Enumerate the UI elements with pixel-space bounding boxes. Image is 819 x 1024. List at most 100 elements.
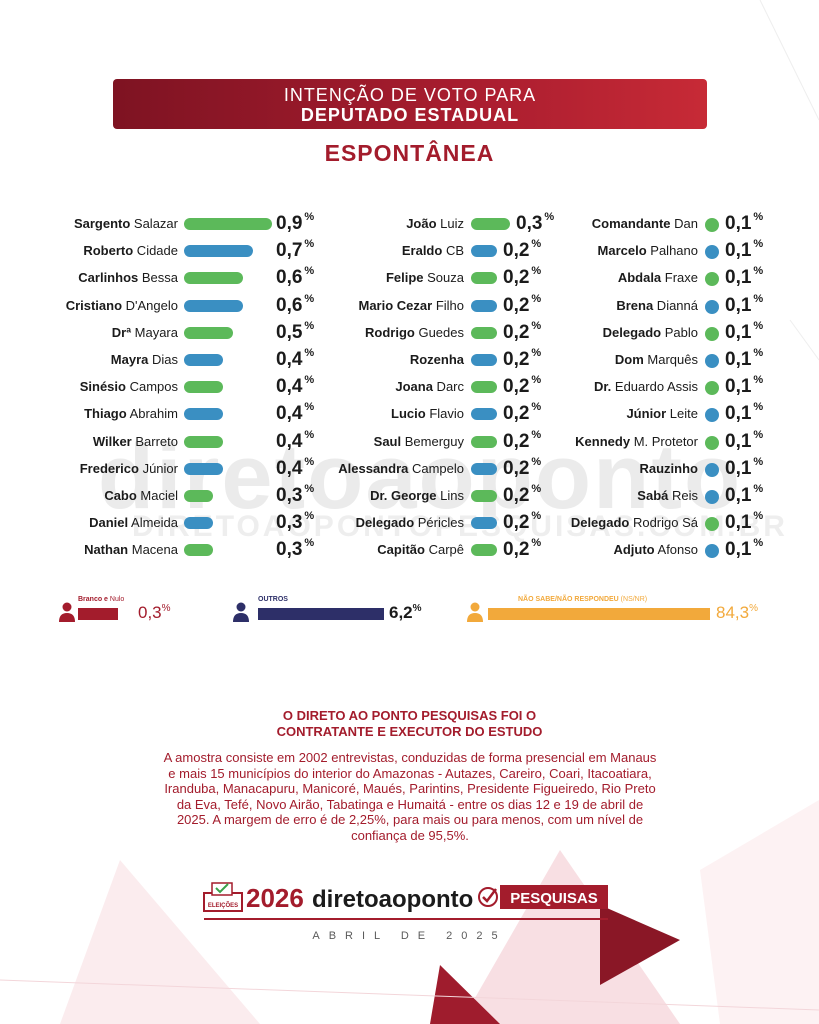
candidate-name: Delegado Pablo <box>602 324 698 340</box>
summary-label: Branco e Nulo <box>78 596 125 603</box>
bar <box>184 381 224 394</box>
bar <box>184 299 243 312</box>
candidate-name: Roberto Cidade <box>83 243 178 259</box>
chart-row: Abdala Fraxe 0,1% <box>0 265 819 288</box>
chart-row: Júnior Leite 0,1% <box>0 401 819 425</box>
chart-row: Lucio Flavio 0,2% <box>0 401 819 425</box>
bar <box>184 272 243 285</box>
bar <box>471 218 510 230</box>
summary-bar <box>488 608 710 620</box>
chart-row: Saul Bemerguy 0,2% <box>0 429 819 452</box>
bar <box>471 354 497 366</box>
bar-dot <box>705 272 719 287</box>
chart-row: Drª Mayara 0,5% <box>0 319 819 343</box>
candidate-name: Mayra Dias <box>110 352 178 367</box>
data-label: 0,1% <box>725 455 764 479</box>
candidate-name: Marcelo Palhano <box>597 243 698 259</box>
chart-row: Joana Darc 0,2% <box>0 374 819 398</box>
candidate-name: Daniel Almeida <box>89 515 178 531</box>
candidate-name: Capitão Carpê <box>377 542 464 558</box>
chart-row: Cristiano D'Angelo 0,6% <box>0 292 819 316</box>
data-label: 0,4% <box>276 347 315 370</box>
chart-row: Thiago Abrahim 0,4% <box>0 401 819 424</box>
watermark-url: DIRETOAOPONTOPESQUISAS.COM.BR <box>132 510 788 543</box>
bar-dot <box>705 326 719 341</box>
data-label: 0,2% <box>503 347 542 370</box>
bar <box>184 245 253 258</box>
chart-row: Kennedy M. Protetor 0,1% <box>0 428 819 452</box>
candidate-name: Lucio Flavio <box>391 406 464 422</box>
candidate-name: Kennedy M. Protetor <box>575 433 698 449</box>
chart-row: Sabá Reis 0,1% <box>0 483 819 506</box>
bar <box>471 544 497 557</box>
chart-row: Adjuto Afonso 0,1% <box>0 537 819 560</box>
footer-brand: diretoaoponto <box>312 886 473 913</box>
candidate-name: Alessandra Campelo <box>338 460 464 476</box>
candidate-name: Mario Cezar Filho <box>358 297 465 313</box>
bar <box>184 326 233 339</box>
chart-row: Wilker Barreto 0,4% <box>0 429 819 452</box>
chart-row: Delegado Péricles 0,2% <box>0 510 819 533</box>
summary-value: 6,2% <box>389 603 422 622</box>
chart-row: Comandante Dan 0,1% <box>0 211 819 234</box>
summary-label: OUTROS <box>258 596 288 603</box>
candidate-name: Brena Dianná <box>616 297 698 313</box>
data-label: 0,1% <box>725 428 764 452</box>
data-label: 0,2% <box>503 401 542 425</box>
data-label: 0,1% <box>725 292 764 316</box>
header-line1: INTENÇÃO DE VOTO PARA <box>283 85 537 105</box>
bar <box>184 408 224 421</box>
bar <box>184 517 214 530</box>
bar <box>471 462 497 475</box>
data-label: 0,6% <box>276 265 315 289</box>
person-icon <box>233 602 249 622</box>
candidate-name: Joana Darc <box>395 379 464 395</box>
data-label: 0,3% <box>276 537 315 561</box>
chart-row: Marcelo Palhano 0,1% <box>0 238 819 261</box>
data-label: 0,6% <box>276 292 315 316</box>
data-label: 0,1% <box>725 483 764 506</box>
bar <box>471 299 497 312</box>
chart-row: Brena Dianná 0,1% <box>0 292 819 316</box>
bar-dot <box>705 490 719 504</box>
candidate-name: Felipe Souza <box>385 270 464 286</box>
bar-dot <box>705 408 719 423</box>
bar-dot <box>705 435 719 450</box>
data-label: 0,4% <box>276 455 315 479</box>
data-label: 0,1% <box>725 401 764 425</box>
footer-pesquisas: PESQUISAS <box>510 890 598 907</box>
data-label: 0,7% <box>276 238 315 262</box>
chart-row: Carlinhos Bessa 0,6% <box>0 265 819 289</box>
bar <box>184 218 273 230</box>
data-label: 0,2% <box>503 374 542 398</box>
check-icon <box>478 887 498 907</box>
summary-label: NÃO SABE/NÃO RESPONDEU (NS/NR) <box>518 596 648 603</box>
bar-dot <box>705 381 719 396</box>
candidate-name: Abdala Fraxe <box>617 270 698 286</box>
bar <box>184 435 224 448</box>
bar <box>471 381 497 394</box>
candidate-name: Júnior Leite <box>626 406 698 422</box>
chart-row: Eraldo CB 0,2% <box>0 238 819 261</box>
data-label: 0,2% <box>503 537 542 561</box>
chart-row: Delegado Pablo 0,1% <box>0 320 819 343</box>
data-label: 0,1% <box>725 347 764 370</box>
candidate-name: Dom Marquês <box>614 352 698 367</box>
data-label: 0,5% <box>276 319 315 343</box>
summary-value: 0,3% <box>138 603 171 622</box>
person-icon <box>467 602 483 622</box>
candidate-name: Delegado Péricles <box>355 515 464 531</box>
chart-row: Sinésio Campos 0,4% <box>0 374 819 397</box>
chart-row: João Luiz 0,3% <box>0 211 819 234</box>
footer-year: 2026 <box>246 883 304 913</box>
candidate-name: Nathan Macena <box>84 542 178 558</box>
candidate-name: Dr. George Lins <box>370 488 464 503</box>
data-label: 0,1% <box>725 510 764 534</box>
bar <box>471 517 497 530</box>
methodology-title: O DIRETO AO PONTO PESQUISAS FOI O CONTRA… <box>0 708 819 740</box>
chart-row: Mario Cezar Filho 0,2% <box>0 293 819 316</box>
methodology-text: A amostra consiste em 2002 entrevistas, … <box>163 750 657 843</box>
summary-value: 84,3% <box>716 603 758 622</box>
chart-row: Capitão Carpê 0,2% <box>0 537 819 561</box>
